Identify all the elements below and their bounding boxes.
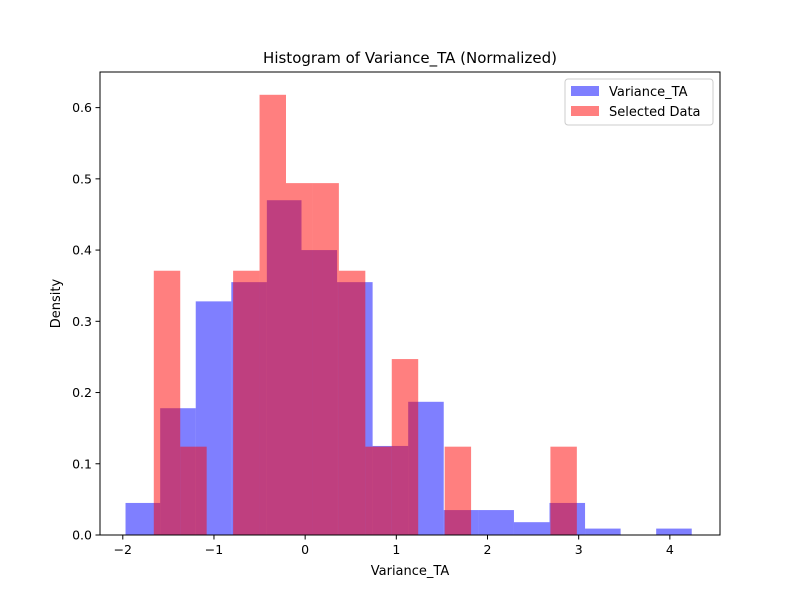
bar-selected-data-3 — [233, 270, 260, 535]
x-tick-label-0: −2 — [114, 542, 132, 557]
chart-title: Histogram of Variance_TA (Normalized) — [263, 49, 557, 68]
y-tick-label-2: 0.2 — [72, 385, 92, 400]
bar-selected-data-8 — [365, 446, 392, 535]
bars-layer — [125, 94, 692, 536]
x-axis-label: Variance_TA — [371, 564, 450, 579]
legend-swatch-variance-ta — [571, 86, 599, 96]
y-axis-ticks: 0.0 0.1 0.2 0.3 0.4 0.5 0.6 — [72, 100, 100, 543]
y-tick-label-5: 0.5 — [72, 171, 92, 186]
bar-variance-ta-13 — [585, 528, 621, 535]
bar-selected-data-4 — [259, 94, 286, 535]
y-tick-label-1: 0.1 — [72, 456, 92, 471]
bar-selected-data-5 — [286, 183, 313, 535]
y-tick-label-4: 0.4 — [72, 243, 92, 258]
legend: Variance_TA Selected Data — [564, 78, 714, 126]
y-axis-label: Density — [49, 278, 64, 328]
x-axis-ticks: −2 −1 0 1 2 3 4 — [114, 535, 674, 557]
x-tick-label-2: 0 — [301, 542, 309, 557]
y-tick-label-6: 0.6 — [72, 100, 92, 115]
x-tick-label-6: 4 — [666, 542, 674, 557]
y-tick-label-3: 0.3 — [72, 314, 92, 329]
bar-selected-data-0 — [153, 270, 181, 535]
x-tick-label-1: −1 — [205, 542, 223, 557]
legend-label-variance-ta: Variance_TA — [609, 85, 688, 100]
legend-swatch-selected-data — [571, 106, 599, 116]
bar-variance-ta-15 — [656, 528, 692, 535]
legend-label-selected-data: Selected Data — [609, 105, 701, 120]
bar-variance-ta-10 — [478, 510, 514, 535]
bar-variance-ta-11 — [513, 522, 550, 535]
x-tick-label-4: 2 — [484, 542, 492, 557]
x-tick-label-3: 1 — [392, 542, 400, 557]
bar-selected-data-15 — [550, 446, 577, 535]
bar-selected-data-9 — [391, 359, 419, 535]
bar-selected-data-7 — [338, 270, 366, 535]
bar-selected-data-11 — [444, 446, 472, 535]
bar-selected-data-1 — [180, 446, 207, 535]
legend-box — [564, 78, 714, 126]
plot-frame — [99, 71, 721, 536]
bar-selected-data-6 — [312, 183, 339, 535]
y-tick-label-0: 0.0 — [72, 528, 92, 543]
x-tick-label-5: 3 — [575, 542, 583, 557]
